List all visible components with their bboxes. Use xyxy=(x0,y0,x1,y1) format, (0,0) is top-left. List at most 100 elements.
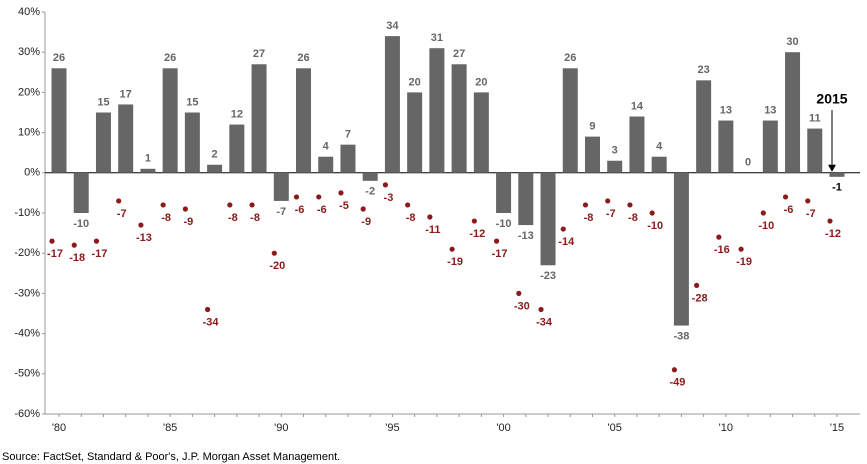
decline-dot xyxy=(293,194,300,200)
decline-dot xyxy=(271,250,277,256)
bar xyxy=(184,112,200,173)
decline-value-label: -8 xyxy=(628,212,638,224)
y-tick-label: 10% xyxy=(18,127,40,139)
bar-value-label: 15 xyxy=(97,96,109,108)
decline-dot xyxy=(605,198,611,204)
bar-value-label: 27 xyxy=(253,48,265,60)
decline-dot xyxy=(538,306,544,313)
bar xyxy=(273,172,289,201)
bar xyxy=(95,112,111,173)
decline-dot xyxy=(405,202,411,208)
bar-value-label: 31 xyxy=(431,32,443,44)
bar xyxy=(518,172,534,226)
decline-dot xyxy=(649,210,655,216)
bar-value-label: 26 xyxy=(164,52,176,64)
bar xyxy=(807,128,823,173)
x-tick-label: '10 xyxy=(719,422,733,434)
y-tick-label: -10% xyxy=(14,207,40,219)
decline-dot xyxy=(382,182,389,188)
bar-value-label: 3 xyxy=(612,145,618,157)
decline-value-label: -3 xyxy=(384,192,394,204)
bar xyxy=(429,48,445,173)
decline-value-label: -5 xyxy=(339,200,349,212)
decline-dot xyxy=(805,198,811,204)
bar-value-label: -10 xyxy=(496,218,512,230)
bar xyxy=(540,172,556,266)
decline-value-label: -6 xyxy=(295,204,305,216)
bar-value-label: 26 xyxy=(297,52,309,64)
decline-value-label: -7 xyxy=(117,208,127,220)
decline-value-label: -19 xyxy=(447,256,463,268)
decline-dot xyxy=(160,202,166,208)
bar xyxy=(473,92,489,173)
bar-value-label: 15 xyxy=(186,96,198,108)
bar xyxy=(140,168,156,173)
decline-value-label: -10 xyxy=(758,220,774,232)
bar-value-label: -13 xyxy=(518,230,534,242)
decline-value-label: -12 xyxy=(469,228,485,240)
y-tick-label: -30% xyxy=(14,287,40,299)
decline-value-label: -49 xyxy=(669,377,685,389)
decline-value-label: -28 xyxy=(692,292,708,304)
x-tick-label: '05 xyxy=(608,422,622,434)
bar xyxy=(718,120,734,173)
decline-value-label: -12 xyxy=(825,228,841,240)
bar xyxy=(118,104,134,173)
y-tick-label: -50% xyxy=(14,368,40,380)
decline-value-label: -8 xyxy=(228,212,238,224)
bar xyxy=(296,68,312,173)
decline-dot xyxy=(360,206,366,212)
decline-dot xyxy=(182,206,188,212)
bar-value-label: -7 xyxy=(276,206,286,218)
decline-dot xyxy=(205,306,211,313)
decline-value-label: -17 xyxy=(92,248,108,260)
bar-value-label: -2 xyxy=(365,186,375,198)
decline-dot xyxy=(627,202,633,208)
bar xyxy=(318,156,334,173)
bar-value-label: -38 xyxy=(673,330,689,342)
bar xyxy=(785,52,801,173)
bar-value-label: -10 xyxy=(73,218,89,230)
bar-value-label: 34 xyxy=(386,20,399,32)
decline-value-label: -8 xyxy=(584,212,594,224)
decline-value-label: -13 xyxy=(136,232,152,244)
bar-value-label: -1 xyxy=(832,182,842,194)
bar xyxy=(340,144,356,173)
bar-value-label: 13 xyxy=(764,104,776,116)
bar xyxy=(673,172,689,326)
y-tick-label: 30% xyxy=(18,46,40,58)
decline-dot xyxy=(316,194,322,200)
bar xyxy=(651,156,667,173)
bar-value-label: 11 xyxy=(809,112,821,124)
y-tick-label: -40% xyxy=(14,328,40,340)
decline-value-label: -6 xyxy=(784,204,794,216)
bar xyxy=(73,172,89,213)
bar xyxy=(584,136,600,173)
bar-value-label: 26 xyxy=(53,52,65,64)
annotation-arrowhead xyxy=(828,164,836,172)
decline-dot xyxy=(671,367,678,373)
bar-value-label: 17 xyxy=(120,88,132,100)
bar-value-label: 27 xyxy=(453,48,465,60)
y-tick-label: -20% xyxy=(14,247,40,259)
decline-dot xyxy=(449,246,455,252)
x-tick-label: '00 xyxy=(496,422,510,434)
decline-dot xyxy=(116,198,122,204)
decline-dot xyxy=(227,202,233,208)
decline-value-label: -34 xyxy=(536,316,553,328)
bar xyxy=(251,64,267,173)
decline-value-label: -8 xyxy=(250,212,260,224)
y-tick-label: 20% xyxy=(18,86,40,98)
bar xyxy=(629,116,645,173)
bar xyxy=(229,124,245,173)
decline-value-label: -9 xyxy=(183,216,193,228)
decline-dot xyxy=(493,238,500,244)
decline-dot xyxy=(694,282,700,288)
decline-dot xyxy=(338,190,344,196)
bar xyxy=(362,172,378,181)
decline-value-label: -6 xyxy=(317,204,327,216)
bar xyxy=(762,120,778,173)
bar-value-label: -23 xyxy=(540,270,556,282)
y-tick-label: 0% xyxy=(24,167,40,179)
